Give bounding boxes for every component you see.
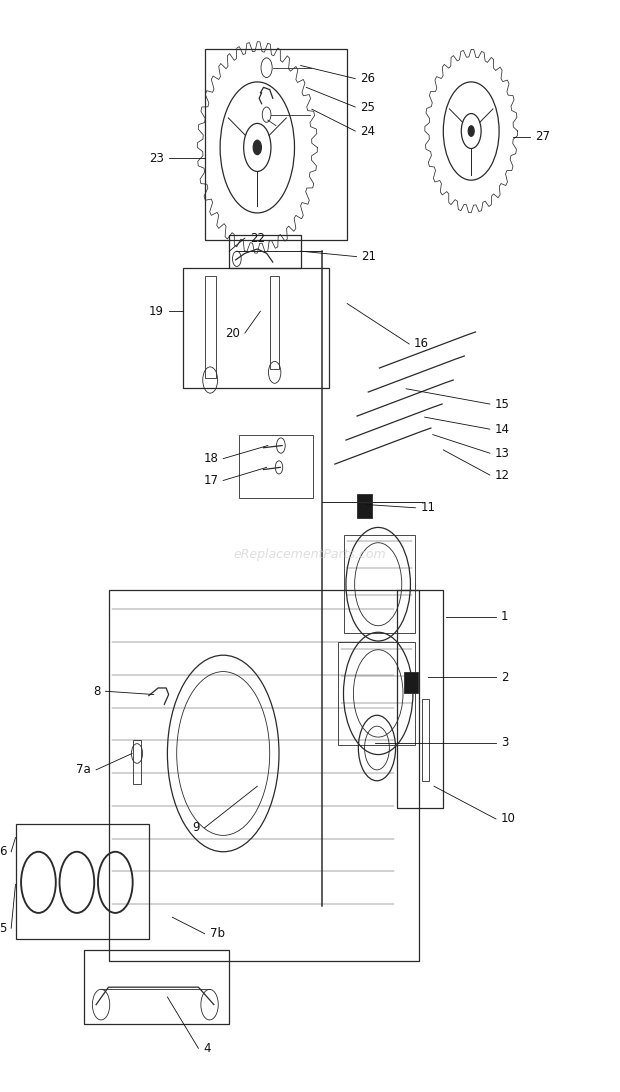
Bar xyxy=(397,590,443,808)
Text: 14: 14 xyxy=(495,423,510,436)
Text: 6: 6 xyxy=(0,845,6,858)
Text: eReplacementParts.com: eReplacementParts.com xyxy=(234,548,386,561)
Text: 11: 11 xyxy=(420,501,435,514)
Text: 7a: 7a xyxy=(76,763,91,776)
Text: 13: 13 xyxy=(495,447,510,460)
Bar xyxy=(108,590,418,961)
Bar xyxy=(404,672,418,693)
Text: 22: 22 xyxy=(250,232,265,245)
Circle shape xyxy=(468,126,474,136)
Bar xyxy=(229,235,301,268)
Bar xyxy=(16,824,149,939)
Text: 15: 15 xyxy=(495,397,510,411)
Text: 3: 3 xyxy=(501,736,508,749)
Bar xyxy=(356,494,372,518)
Text: 27: 27 xyxy=(535,130,550,143)
Text: 20: 20 xyxy=(225,327,240,340)
Bar xyxy=(205,49,347,240)
Text: 9: 9 xyxy=(192,821,200,834)
Text: 17: 17 xyxy=(203,474,218,487)
Text: 8: 8 xyxy=(93,685,100,698)
Text: 18: 18 xyxy=(203,452,218,465)
Text: 2: 2 xyxy=(501,670,508,684)
Text: 16: 16 xyxy=(414,337,429,351)
Text: 7b: 7b xyxy=(210,927,224,940)
Text: 21: 21 xyxy=(361,250,376,263)
Bar xyxy=(133,740,141,784)
Text: 1: 1 xyxy=(501,610,508,624)
Text: 25: 25 xyxy=(360,100,375,114)
Text: 4: 4 xyxy=(203,1042,211,1055)
Text: 26: 26 xyxy=(360,72,375,85)
Bar xyxy=(183,268,329,388)
Bar xyxy=(422,699,429,781)
Bar xyxy=(239,435,313,498)
Bar xyxy=(338,642,415,745)
Text: 24: 24 xyxy=(360,124,375,138)
Text: 5: 5 xyxy=(0,922,6,935)
Text: 10: 10 xyxy=(501,812,516,826)
Circle shape xyxy=(253,140,262,155)
Bar xyxy=(344,535,415,633)
Bar xyxy=(270,276,279,369)
Text: 19: 19 xyxy=(149,305,164,318)
Bar xyxy=(205,276,216,378)
Text: 12: 12 xyxy=(495,468,510,482)
Bar xyxy=(84,950,229,1024)
Text: 23: 23 xyxy=(149,152,164,165)
